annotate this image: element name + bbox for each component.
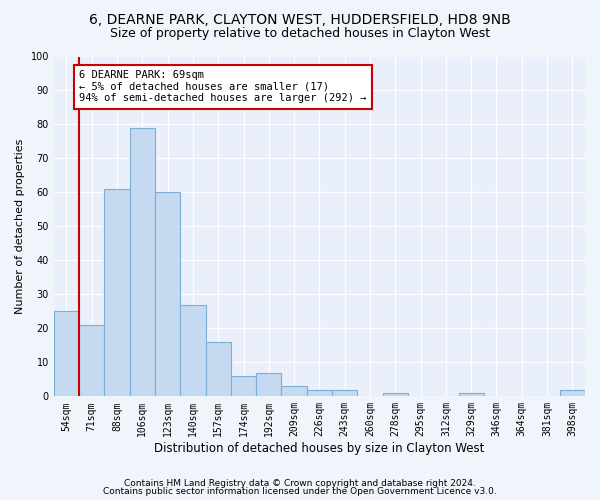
Bar <box>79 325 104 396</box>
Bar <box>307 390 332 396</box>
Text: Size of property relative to detached houses in Clayton West: Size of property relative to detached ho… <box>110 28 490 40</box>
Bar <box>155 192 180 396</box>
Bar <box>180 304 206 396</box>
Bar <box>54 312 79 396</box>
Bar <box>332 390 358 396</box>
Bar <box>206 342 231 396</box>
Bar <box>281 386 307 396</box>
Bar <box>383 393 408 396</box>
Bar <box>256 372 281 396</box>
Bar <box>560 390 585 396</box>
Text: 6 DEARNE PARK: 69sqm
← 5% of detached houses are smaller (17)
94% of semi-detach: 6 DEARNE PARK: 69sqm ← 5% of detached ho… <box>79 70 367 103</box>
Y-axis label: Number of detached properties: Number of detached properties <box>15 138 25 314</box>
Bar <box>231 376 256 396</box>
Bar <box>104 189 130 396</box>
Text: Contains HM Land Registry data © Crown copyright and database right 2024.: Contains HM Land Registry data © Crown c… <box>124 478 476 488</box>
Bar <box>458 393 484 396</box>
Text: Contains public sector information licensed under the Open Government Licence v3: Contains public sector information licen… <box>103 487 497 496</box>
Bar <box>130 128 155 396</box>
X-axis label: Distribution of detached houses by size in Clayton West: Distribution of detached houses by size … <box>154 442 485 455</box>
Text: 6, DEARNE PARK, CLAYTON WEST, HUDDERSFIELD, HD8 9NB: 6, DEARNE PARK, CLAYTON WEST, HUDDERSFIE… <box>89 12 511 26</box>
